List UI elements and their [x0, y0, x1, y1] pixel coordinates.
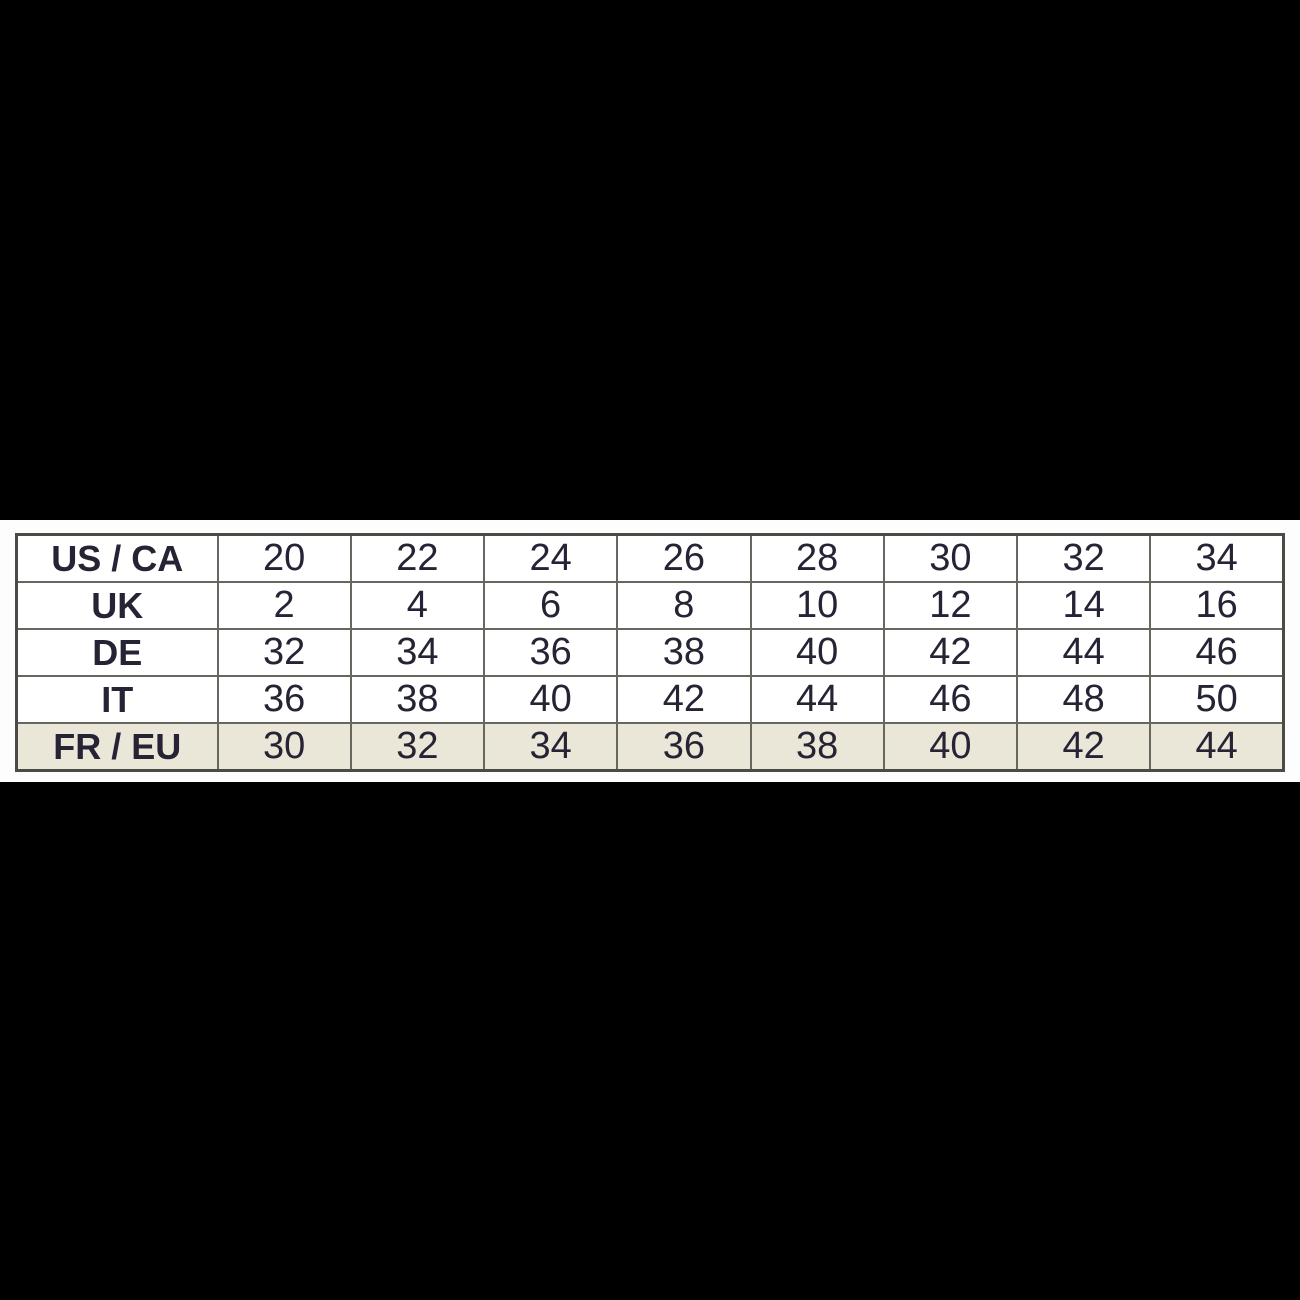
size-value-cell: 40: [482, 675, 619, 724]
size-value-cell: 38: [349, 675, 486, 724]
size-value-cell: 38: [749, 722, 885, 772]
size-value-cell: 32: [1015, 533, 1152, 583]
size-value-cell: 2: [216, 581, 352, 630]
table-row-uk: UK 2 4 6 8 10 12 14 16: [15, 581, 1285, 630]
region-label-cell: UK: [15, 581, 219, 630]
region-label-cell: DE: [15, 628, 219, 677]
size-value-cell: 6: [482, 581, 619, 630]
size-value-cell: 30: [216, 722, 352, 772]
size-value-cell: 42: [882, 628, 1019, 677]
size-value-cell: 46: [882, 675, 1019, 724]
table-row-us-ca: US / CA 20 22 24 26 28 30 32 34: [15, 533, 1285, 583]
size-value-cell: 50: [1149, 675, 1285, 724]
size-value-cell: 36: [616, 722, 752, 772]
size-value-cell: 28: [749, 533, 885, 583]
size-value-cell: 30: [882, 533, 1019, 583]
size-value-cell: 14: [1015, 581, 1152, 630]
size-value-cell: 34: [349, 628, 486, 677]
size-value-cell: 26: [616, 533, 752, 583]
region-label-cell: US / CA: [15, 533, 219, 583]
size-value-cell: 20: [216, 533, 352, 583]
size-value-cell: 12: [882, 581, 1019, 630]
size-value-cell: 38: [616, 628, 752, 677]
size-value-cell: 48: [1015, 675, 1152, 724]
table-row-fr-eu: FR / EU 30 32 34 36 38 40 42 44: [15, 722, 1285, 772]
size-value-cell: 4: [349, 581, 486, 630]
size-value-cell: 10: [749, 581, 885, 630]
size-value-cell: 44: [1015, 628, 1152, 677]
region-label-cell: FR / EU: [15, 722, 219, 772]
size-value-cell: 36: [482, 628, 619, 677]
size-value-cell: 32: [216, 628, 352, 677]
size-value-cell: 16: [1149, 581, 1285, 630]
size-value-cell: 22: [349, 533, 486, 583]
table-row-it: IT 36 38 40 42 44 46 48 50: [15, 675, 1285, 724]
size-value-cell: 40: [882, 722, 1019, 772]
table-band: US / CA 20 22 24 26 28 30 32 34 UK 2 4 6…: [0, 520, 1300, 782]
size-value-cell: 32: [349, 722, 486, 772]
size-value-cell: 34: [1149, 533, 1285, 583]
size-value-cell: 40: [749, 628, 885, 677]
size-value-cell: 36: [216, 675, 352, 724]
size-value-cell: 42: [616, 675, 752, 724]
region-label-cell: IT: [15, 675, 219, 724]
size-value-cell: 44: [1149, 722, 1285, 772]
size-value-cell: 8: [616, 581, 752, 630]
size-conversion-table: US / CA 20 22 24 26 28 30 32 34 UK 2 4 6…: [15, 533, 1285, 772]
size-value-cell: 44: [749, 675, 885, 724]
size-value-cell: 24: [482, 533, 619, 583]
table-row-de: DE 32 34 36 38 40 42 44 46: [15, 628, 1285, 677]
size-value-cell: 42: [1015, 722, 1152, 772]
size-value-cell: 34: [482, 722, 619, 772]
size-value-cell: 46: [1149, 628, 1285, 677]
